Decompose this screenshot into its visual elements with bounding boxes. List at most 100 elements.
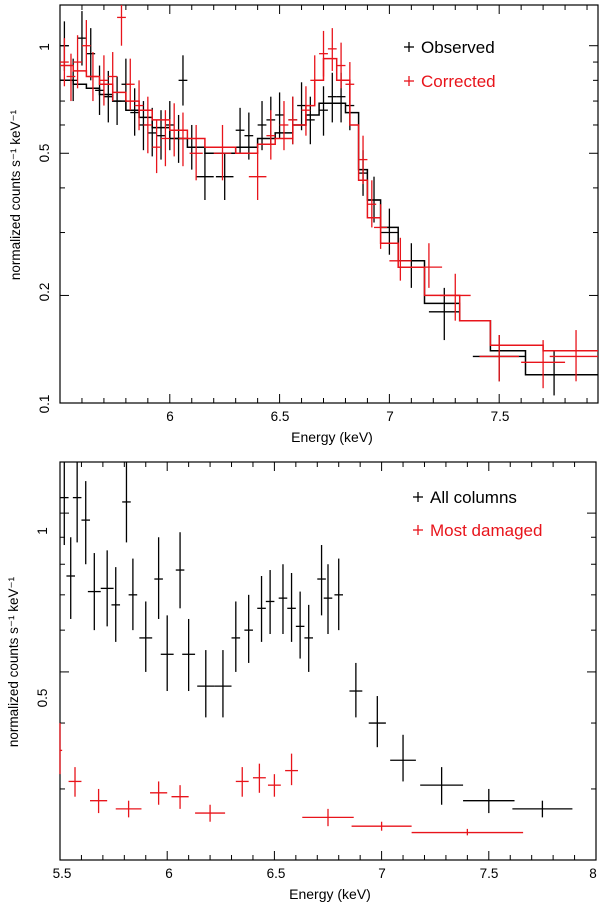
top-legend: Observed Corrected — [404, 38, 496, 91]
corrected-data-point — [310, 55, 320, 106]
all-columns-data-point — [265, 570, 275, 634]
all-columns-data-point — [81, 481, 91, 565]
all-columns-data-point — [317, 545, 326, 616]
most-damaged-data-point — [195, 804, 226, 822]
all-columns-data-point — [287, 572, 296, 642]
top-y-tick-label: 1 — [37, 43, 52, 51]
corrected-data-point — [60, 38, 69, 87]
top-y-tick-labels: 0.1 0.2 0.5 1 — [37, 43, 52, 413]
observed-data-point — [187, 124, 197, 170]
observed-data-point — [196, 153, 214, 200]
bottom-y-tick-labels: 0.5 1 — [35, 527, 50, 707]
all-columns-data-point — [295, 591, 305, 659]
all-columns-data-point — [139, 601, 153, 672]
top-x-tick-label: 6 — [166, 409, 174, 424]
observed-data-point — [525, 350, 583, 396]
observed-data-point — [95, 65, 104, 115]
corrected-data-point — [134, 80, 144, 131]
corrected-data-point — [288, 96, 298, 145]
bottom-y-axis-label: normalized counts s⁻¹ keV⁻¹ — [6, 576, 21, 747]
observed-data-point — [156, 110, 166, 160]
corrected-data-point — [549, 330, 598, 382]
observed-data-point — [428, 287, 460, 341]
corrected-data-point — [301, 86, 311, 136]
top-y-tick-label: 0.2 — [37, 283, 52, 302]
most-damaged-data-point — [150, 781, 168, 805]
corrected-data-point — [319, 30, 328, 77]
corrected-data-point — [125, 58, 135, 111]
top-axis-ticks — [59, 5, 598, 404]
corrected-data-point — [327, 28, 337, 71]
corrected-data-point — [248, 150, 267, 200]
all-columns-data-point — [111, 567, 121, 642]
most-damaged-data-point — [267, 774, 281, 797]
corrected-data-point — [117, 5, 126, 46]
bottom-x-tick-label: 6 — [165, 866, 173, 881]
all-columns-data-point — [122, 462, 131, 543]
most-damaged-data-point — [285, 753, 298, 786]
all-columns-data-point — [349, 662, 363, 718]
all-columns-data-point — [197, 650, 215, 718]
all-columns-data-point — [304, 604, 313, 672]
observed-data-point — [327, 72, 337, 123]
corrected-data-point — [66, 53, 76, 102]
corrected-data-point — [178, 112, 188, 167]
bottom-x-tick-label: 8 — [589, 866, 597, 881]
all-columns-data-point — [368, 696, 386, 748]
most-damaged-data-point — [90, 788, 108, 814]
top-y-tick-label: 0.5 — [37, 144, 52, 163]
legend-label-observed: Observed — [421, 38, 495, 57]
corrected-data-point — [336, 42, 346, 89]
corrected-model-line — [60, 57, 598, 352]
observed-data-point — [319, 86, 328, 136]
bottom-y-tick-label: 0.5 — [35, 689, 50, 708]
top-x-tick-label: 6.5 — [271, 409, 290, 424]
observed-data-point — [257, 101, 267, 151]
observed-data-point — [398, 243, 425, 288]
observed-data-point — [367, 176, 381, 223]
all-columns-data-point — [72, 462, 82, 543]
observed-data-point — [130, 88, 140, 136]
most-damaged-data-point — [68, 767, 82, 797]
corrected-data-point — [73, 35, 82, 89]
most-damaged-data-point — [411, 828, 524, 836]
corrected-data-point — [88, 52, 98, 102]
observed-data-point — [244, 112, 254, 160]
legend-marker-all-columns — [413, 492, 423, 502]
most-damaged-data-point — [235, 767, 249, 797]
top-plot-frame — [59, 4, 599, 404]
corrected-data-point — [266, 110, 276, 160]
bottom-x-tick-label: 7 — [378, 866, 386, 881]
all-columns-data-point — [214, 650, 232, 718]
legend-label-corrected: Corrected — [421, 72, 496, 91]
observed-data-point — [305, 96, 315, 145]
legend-label-most-damaged: Most damaged — [430, 521, 542, 540]
most-damaged-data-point — [59, 723, 63, 775]
bottom-x-tick-label: 5.5 — [53, 866, 72, 881]
all-columns-data-point — [175, 532, 185, 609]
all-columns-data-point — [128, 558, 138, 631]
corrected-data-point — [358, 135, 368, 185]
bottom-x-tick-label: 6.5 — [267, 866, 286, 881]
all-columns-data-point — [334, 558, 344, 631]
observed-data-point — [112, 76, 122, 125]
all-columns-data-point — [463, 788, 515, 814]
bottom-x-tick-labels: 5.5 6 6.5 7 7.5 8 — [53, 866, 597, 881]
corrected-data-point — [143, 96, 153, 154]
top-x-tick-labels: 6 6.5 7 7.5 — [166, 409, 509, 424]
observed-data-point — [297, 82, 306, 131]
corrected-data-point — [108, 52, 118, 102]
corrected-data-point — [213, 124, 232, 181]
top-y-axis-label: normalized counts s⁻¹ keV⁻¹ — [8, 109, 23, 280]
corrected-data-point — [479, 334, 519, 382]
all-columns-data-point — [244, 594, 253, 663]
observed-data-point — [275, 92, 284, 139]
top-plot-data — [60, 5, 598, 396]
all-columns-data-point — [182, 618, 196, 692]
corrected-data-point — [389, 237, 412, 281]
top-x-axis-label: Energy (keV) — [291, 429, 373, 445]
corrected-data-point — [367, 180, 377, 228]
most-damaged-data-point — [115, 800, 142, 818]
all-columns-data-point — [60, 462, 69, 546]
observed-data-point — [77, 11, 87, 66]
